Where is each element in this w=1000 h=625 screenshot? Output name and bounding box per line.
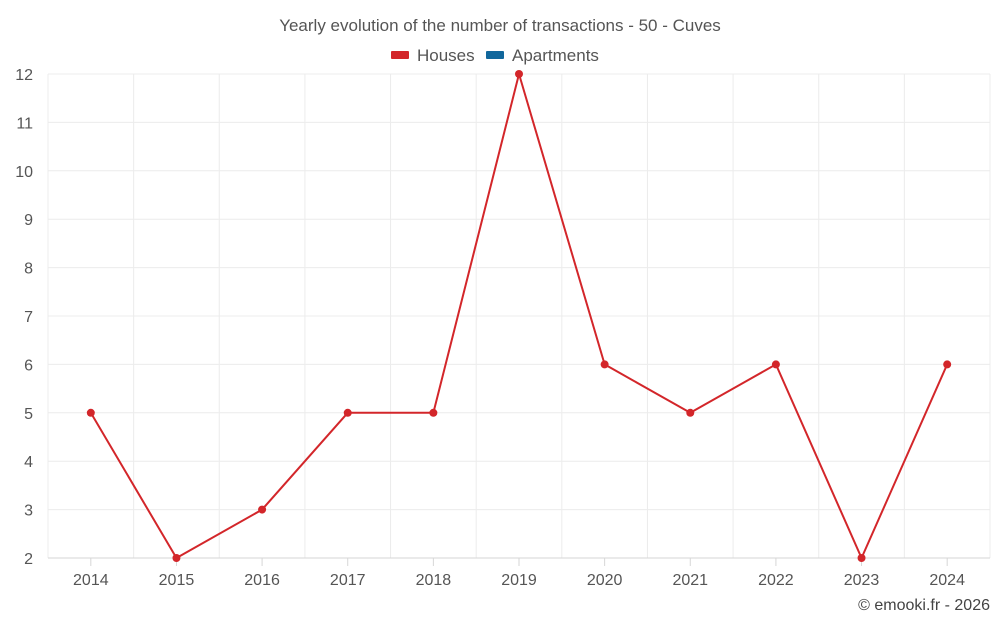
data-point-houses[interactable] [429, 408, 438, 417]
x-axis: 2014 2015 2016 2017 2018 2019 2020 2021 2022 2023… [48, 557, 990, 589]
legend: Houses Apartments [391, 46, 599, 65]
data-point-houses[interactable] [943, 360, 952, 369]
data-point-houses[interactable] [258, 505, 267, 514]
data-point-houses[interactable] [600, 360, 609, 369]
x-tick-label: 2023 [844, 572, 880, 589]
x-tick-label: 2024 [929, 572, 965, 589]
y-tick-label: 2 [24, 551, 33, 568]
x-tick-label: 2014 [73, 572, 109, 589]
legend-label-apartments: Apartments [512, 46, 599, 65]
x-tick-label: 2021 [672, 572, 708, 589]
x-tick-label: 2018 [416, 572, 452, 589]
y-tick-label: 3 [24, 503, 33, 520]
legend-label-houses: Houses [417, 46, 475, 65]
y-tick-label: 9 [24, 212, 33, 229]
legend-swatch-houses [391, 51, 409, 59]
credit-text: © emooki.fr - 2026 [858, 597, 990, 614]
y-tick-label: 4 [24, 454, 33, 471]
data-point-houses[interactable] [343, 408, 352, 417]
legend-item-houses[interactable]: Houses [391, 46, 475, 65]
y-tick-label: 5 [24, 406, 33, 423]
legend-swatch-apartments [486, 51, 504, 59]
grid [47, 73, 991, 558]
data-point-houses[interactable] [771, 360, 780, 369]
x-tick-label: 2019 [501, 572, 537, 589]
x-tick-label: 2016 [244, 572, 280, 589]
data-point-houses[interactable] [857, 554, 866, 562]
data-point-houses[interactable] [86, 408, 95, 417]
data-point-houses[interactable] [172, 554, 181, 562]
series-layer [86, 70, 952, 562]
y-tick-label: 7 [24, 309, 33, 326]
y-tick-label: 10 [15, 164, 33, 181]
y-tick-label: 6 [24, 357, 33, 374]
y-tick-label: 12 [15, 67, 33, 84]
x-tick-label: 2020 [587, 572, 623, 589]
y-axis: 2 3 4 5 6 7 8 9 10 11 12 [15, 67, 33, 568]
legend-item-apartments[interactable]: Apartments [486, 46, 599, 65]
data-point-houses[interactable] [686, 408, 695, 417]
x-tick-label: 2015 [159, 572, 195, 589]
x-tick-label: 2017 [330, 572, 366, 589]
data-point-houses[interactable] [515, 70, 523, 78]
y-tick-label: 11 [16, 115, 33, 132]
y-tick-label: 8 [24, 261, 33, 278]
x-tick-label: 2022 [758, 572, 794, 589]
chart-title: Yearly evolution of the number of transa… [279, 16, 721, 35]
